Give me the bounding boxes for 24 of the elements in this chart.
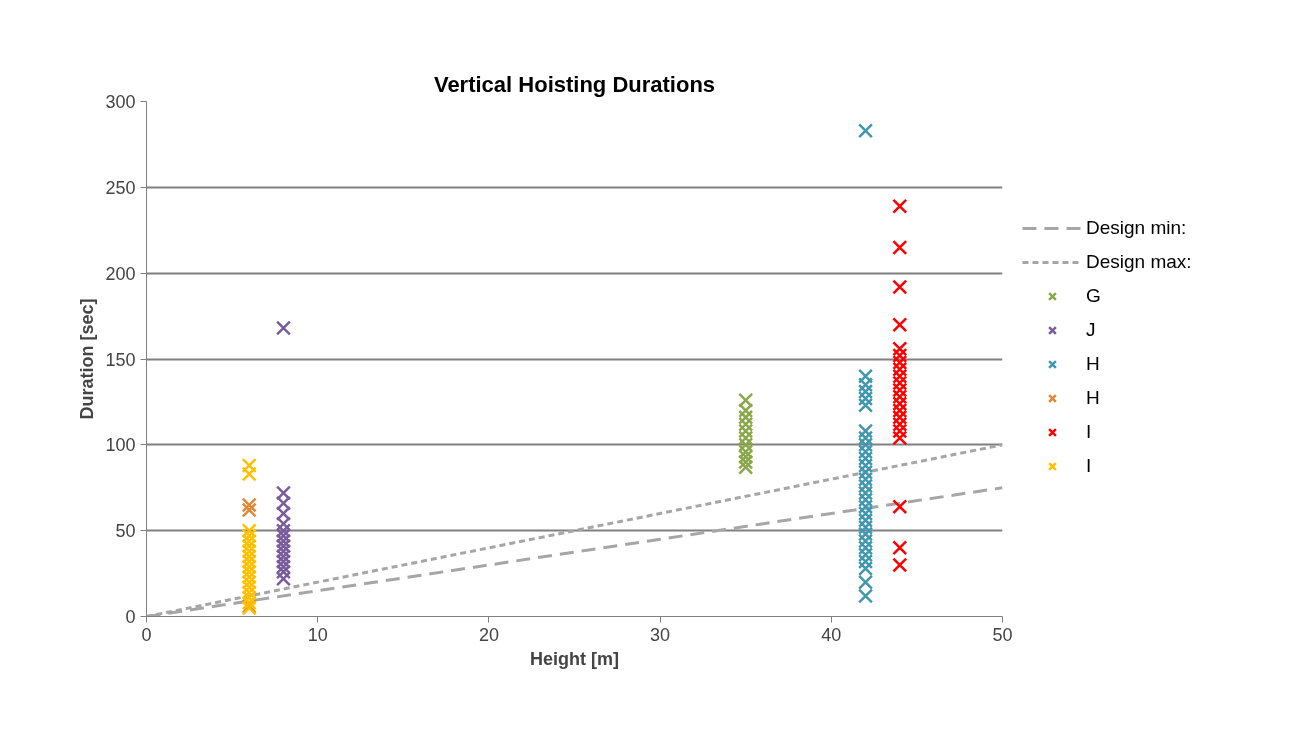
y-axis-title: Duration [sec] [77,298,98,420]
x-tick-label: 10 [307,624,328,645]
y-tick-label: 150 [105,349,136,370]
x-tick-label: 40 [821,624,842,645]
y-tick-label: 100 [105,435,136,456]
x-tick-label: 50 [992,624,1013,645]
x-tick-label: 0 [141,624,152,645]
y-tick-label: 300 [105,92,136,112]
legend-label: Design min: [1086,217,1187,239]
x-tick-label: 30 [650,624,671,645]
x-tick-label: 20 [478,624,499,645]
legend-label: I [1086,421,1093,443]
legend-label: Design max: [1086,251,1192,273]
y-tick-label: 250 [105,177,136,198]
legend-label: G [1086,285,1102,307]
legend-label: H [1086,387,1101,409]
legend-label: I [1086,455,1093,477]
chart-title: Vertical Hoisting Durations [433,71,716,97]
y-tick-label: 200 [105,263,136,284]
legend-label: J [1086,319,1097,341]
x-axis-title: Height [m] [530,648,620,669]
legend-label: H [1086,353,1101,375]
y-tick-label: 0 [125,607,136,627]
y-tick-label: 50 [115,521,136,542]
